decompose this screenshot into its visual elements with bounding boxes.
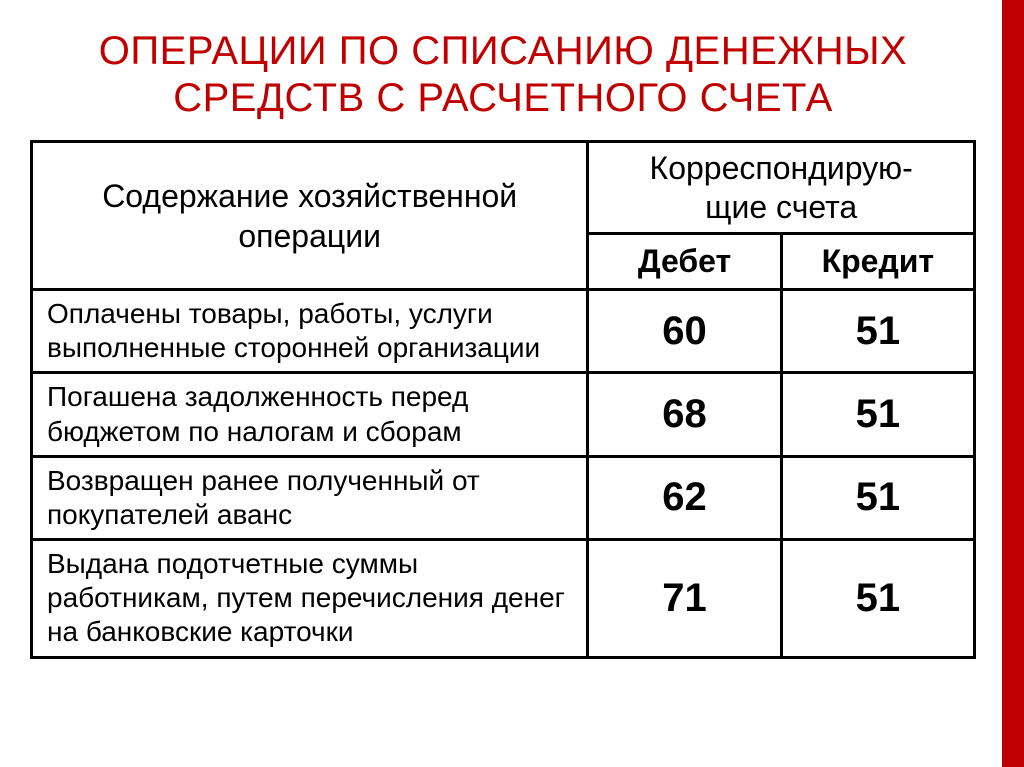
corr-header-line1: Корреспондирую-: [650, 150, 913, 186]
cell-credit: 51: [781, 290, 974, 373]
cell-debit: 68: [588, 373, 781, 456]
cell-debit: 62: [588, 456, 781, 539]
cell-description: Оплачены товары, работы, услуги выполнен…: [32, 290, 588, 373]
cell-debit: 71: [588, 540, 781, 657]
slide-container: ОПЕРАЦИИ ПО СПИСАНИЮ ДЕНЕЖНЫХ СРЕДСТВ С …: [0, 0, 1002, 767]
accent-bar: [1002, 0, 1024, 767]
table-row: Погашена задолженность перед бюджетом по…: [32, 373, 975, 456]
corr-header-line2: щие счета: [705, 189, 857, 225]
table-row: Оплачены товары, работы, услуги выполнен…: [32, 290, 975, 373]
table-row: Возвращен ранее полученный от покупателе…: [32, 456, 975, 539]
cell-credit: 51: [781, 373, 974, 456]
table-row: Выдана подотчетные суммы работникам, пут…: [32, 540, 975, 657]
col-header-corr-accounts: Корреспондирую- щие счета: [588, 142, 975, 234]
cell-credit: 51: [781, 456, 974, 539]
col-header-description: Содержание хозяйственной операции: [32, 142, 588, 290]
operations-table: Содержание хозяйственной операции Коррес…: [30, 140, 976, 658]
cell-description: Погашена задолженность перед бюджетом по…: [32, 373, 588, 456]
cell-credit: 51: [781, 540, 974, 657]
slide-title: ОПЕРАЦИИ ПО СПИСАНИЮ ДЕНЕЖНЫХ СРЕДСТВ С …: [30, 28, 976, 122]
col-header-debit: Дебет: [588, 234, 781, 290]
table-body: Оплачены товары, работы, услуги выполнен…: [32, 290, 975, 657]
cell-description: Выдана подотчетные суммы работникам, пут…: [32, 540, 588, 657]
col-header-credit: Кредит: [781, 234, 974, 290]
cell-debit: 60: [588, 290, 781, 373]
cell-description: Возвращен ранее полученный от покупателе…: [32, 456, 588, 539]
